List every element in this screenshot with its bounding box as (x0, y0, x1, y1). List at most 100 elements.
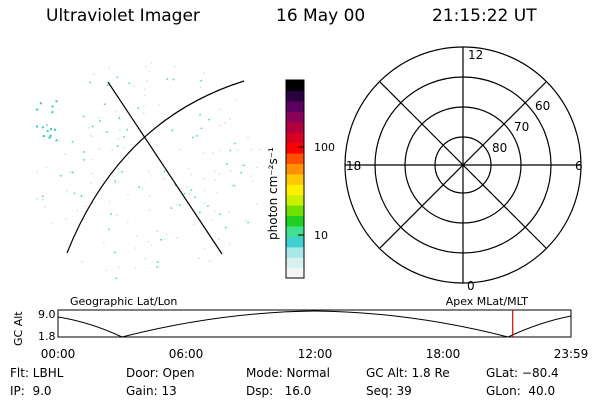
speckle (174, 184, 177, 187)
speckle (190, 173, 192, 176)
speckle (138, 186, 140, 188)
speckle (171, 129, 173, 132)
speckle (64, 153, 66, 155)
speckle (91, 135, 93, 138)
colorbar-scale (286, 80, 304, 279)
altitude-curve (57, 310, 572, 338)
speckle (121, 171, 123, 173)
speckle (147, 170, 150, 173)
speckle (115, 277, 118, 280)
polar-diagonal-b (379, 81, 547, 249)
speckle (130, 144, 132, 146)
speckle (55, 100, 58, 103)
filter-value: Flt: LBHL (10, 366, 64, 380)
colorbar-cell (286, 152, 304, 164)
speckle (190, 189, 193, 191)
track-title-geographic: Geographic Lat/Lon (70, 295, 177, 308)
speckle (241, 164, 243, 166)
speckle (46, 124, 48, 126)
speckle (256, 203, 258, 206)
speckle (98, 117, 101, 119)
speckle (36, 198, 38, 200)
speckle (36, 108, 39, 111)
speckle (118, 117, 121, 120)
speckle (204, 221, 207, 223)
speckle (214, 179, 216, 182)
speckle (200, 127, 203, 130)
speckle (128, 82, 131, 84)
speckle (105, 269, 107, 272)
instrument-title: Ultraviolet Imager (46, 6, 200, 26)
speckle (115, 182, 117, 184)
speckle (245, 219, 247, 222)
speckle (256, 166, 258, 169)
speckle (218, 238, 220, 240)
speckle (208, 260, 211, 262)
colorbar-unit-label: photon cm⁻²s⁻¹ (266, 147, 280, 240)
speckle (199, 113, 201, 116)
speckle (198, 257, 200, 260)
speckle (41, 195, 44, 198)
speckle (229, 118, 231, 120)
speckle (103, 241, 105, 244)
speckle (141, 188, 143, 190)
speckle (49, 134, 52, 137)
mlt-label-0: 0 (467, 279, 475, 293)
speckle (219, 149, 222, 152)
speckle (126, 128, 129, 131)
speckle (116, 214, 118, 217)
speckle (150, 62, 153, 64)
colorbar-cell (286, 132, 304, 144)
terminator-arc (66, 80, 245, 254)
speckle (69, 171, 72, 173)
track-ytick-9: 9.0 (38, 308, 56, 321)
speckle (229, 242, 231, 245)
polar-plot: 12 6 0 18 60 70 80 (344, 46, 583, 293)
speckle (226, 163, 228, 165)
speckle (71, 171, 74, 174)
speckle (89, 134, 92, 137)
speckle (179, 204, 181, 206)
track-ytick-1.8: 1.8 (38, 330, 56, 343)
speckle (60, 175, 62, 177)
dsp-value: Dsp: 16.0 (246, 384, 312, 398)
lat-label-70: 70 (514, 120, 529, 134)
speckle (203, 247, 206, 250)
speckle (218, 173, 220, 175)
speckle (192, 136, 194, 139)
track-xtick-2359: 23:59 (554, 347, 589, 361)
speckle (219, 108, 221, 111)
colorbar-cell (286, 194, 304, 206)
speckle (51, 111, 54, 114)
date-label: 16 May 00 (276, 6, 366, 26)
speckle (118, 172, 120, 174)
speckle (137, 107, 139, 109)
speckle (118, 129, 121, 131)
speckle (114, 251, 116, 254)
speckle (112, 175, 115, 177)
speckle (143, 105, 145, 107)
speckle (99, 120, 101, 122)
speckle (88, 127, 90, 129)
track-ylabel: GC Alt (12, 311, 25, 346)
glat-value: GLat: −80.4 (486, 366, 559, 380)
speckle (247, 136, 249, 139)
colorbar-cell (286, 225, 304, 237)
speckle (127, 194, 129, 196)
speckle (170, 207, 173, 209)
speckle (44, 206, 46, 208)
track-xtick-0000: 00:00 (41, 347, 76, 361)
speckle (237, 149, 239, 151)
mode-value: Mode: Normal (246, 366, 330, 380)
speckle (228, 211, 230, 213)
speckle (172, 78, 175, 81)
speckle (53, 128, 56, 131)
speckle (250, 175, 252, 177)
speckle (146, 80, 148, 82)
speckle (90, 159, 93, 161)
speckle (156, 266, 158, 268)
speckle (123, 136, 125, 138)
speckle (163, 170, 166, 173)
speckle (117, 138, 120, 140)
speckle (144, 88, 146, 91)
